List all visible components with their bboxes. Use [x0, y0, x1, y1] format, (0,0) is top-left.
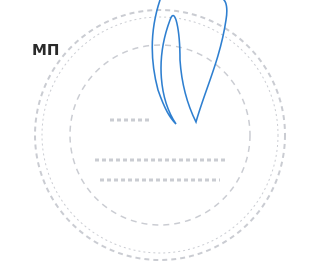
scan: МП	[0, 0, 301, 277]
stamp-place-label: МП	[32, 41, 59, 59]
page: {"document": {"label": "МП"}} МП (() => …	[0, 0, 301, 277]
